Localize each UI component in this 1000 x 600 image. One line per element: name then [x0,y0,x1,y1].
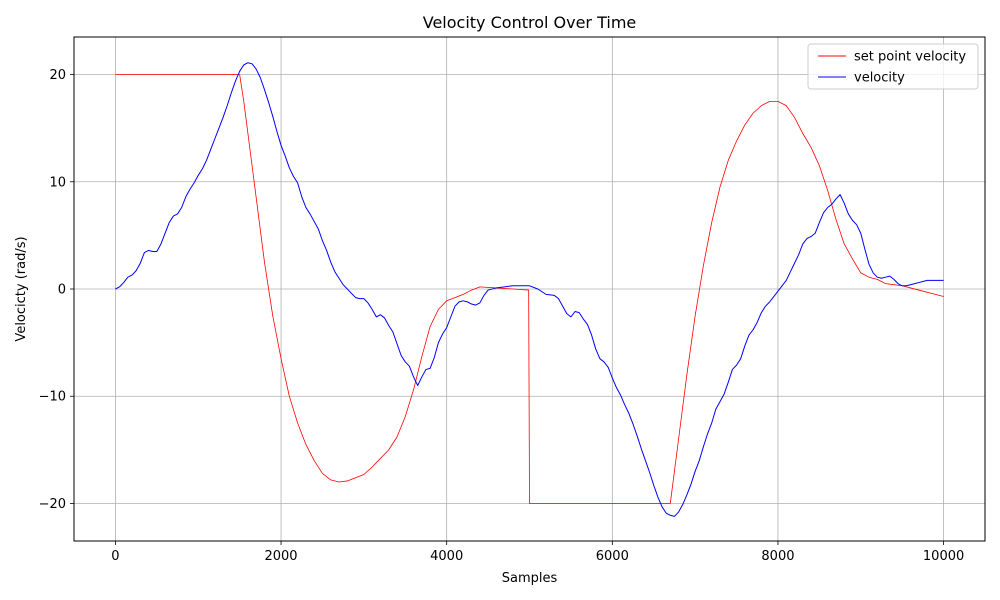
legend-label: set point velocity [854,50,966,65]
series-line-set-point-velocity [115,74,944,504]
axis-ticks: 0 2000 4000 6000 8000 10000 −20 −10 0 10 20 [39,68,965,564]
series-line-velocity [115,62,944,517]
y-tick-label: 10 [49,175,66,190]
y-tick-label: −20 [39,497,66,512]
chart-title: Velocity Control Over Time [423,13,637,32]
legend-label: velocity [854,71,905,86]
y-tick-label: 20 [49,68,66,83]
y-tick-label: 0 [58,283,66,298]
x-tick-label: 2000 [264,549,297,564]
legend-box [807,43,979,90]
x-tick-label: 4000 [430,549,463,564]
x-tick-label: 10000 [923,549,964,564]
legend: set point velocity velocity [807,43,979,90]
x-axis-label: Samples [502,571,558,586]
x-tick-label: 0 [111,549,119,564]
series-lines [115,62,944,517]
x-tick-label: 8000 [761,549,794,564]
x-tick-label: 6000 [596,549,629,564]
y-axis-label: Velocicty (rad/s) [14,236,29,341]
y-tick-label: −10 [39,390,66,405]
